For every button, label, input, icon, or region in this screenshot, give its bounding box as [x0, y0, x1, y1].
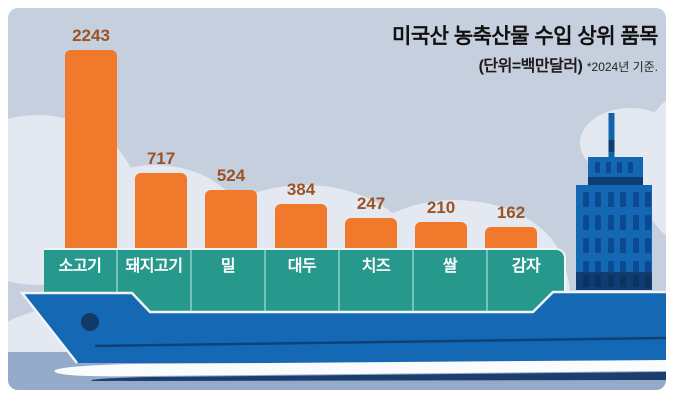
bar — [485, 227, 537, 248]
unit-label: (단위=백만달러) — [478, 58, 583, 76]
category-label: 치즈 — [361, 258, 391, 275]
chart-header: 미국산 농축산물 수입 상위 품목 (단위=백만달러) *2024년 기준. — [392, 24, 659, 76]
bar — [275, 204, 327, 248]
category-cell: 감자 — [488, 250, 564, 312]
bar-value-label: 2243 — [72, 26, 110, 45]
category-label: 돼지고기 — [125, 258, 183, 275]
category-label: 소고기 — [58, 258, 102, 275]
bar — [415, 222, 467, 248]
bar-value-label: 162 — [496, 203, 526, 222]
category-label: 밀 — [220, 258, 236, 275]
bar-group: 524 — [197, 166, 265, 248]
bar-group: 247 — [337, 194, 405, 248]
tower-windows-lower — [583, 275, 651, 287]
category-label: 대두 — [287, 258, 317, 275]
bar-group: 717 — [127, 149, 195, 248]
category-cell: 돼지고기 — [118, 250, 192, 312]
bar-value-label: 717 — [146, 149, 176, 168]
bar-value-label: 210 — [426, 198, 456, 217]
infographic-panel: 미국산 농축산물 수입 상위 품목 (단위=백만달러) *2024년 기준. 2… — [8, 8, 666, 390]
category-cell: 대두 — [266, 250, 340, 312]
category-label: 쌀 — [442, 258, 458, 275]
category-cell: 밀 — [192, 250, 266, 312]
bar — [205, 190, 257, 248]
bar-chart: 2243 717 524 384 247 210 162 — [8, 8, 666, 248]
category-cell: 치즈 — [340, 250, 414, 312]
category-label: 감자 — [511, 258, 541, 275]
ship-deck-category-band: 소고기 돼지고기 밀 대두 치즈 쌀 감자 — [44, 248, 566, 312]
bar-value-label: 524 — [216, 166, 246, 185]
water — [8, 352, 666, 390]
category-cell: 소고기 — [44, 250, 118, 312]
chart-subtitle: (단위=백만달러) *2024년 기준. — [392, 52, 658, 76]
basis-note: *2024년 기준. — [586, 60, 658, 75]
bar-group: 384 — [267, 180, 335, 248]
tower-bottom-strip — [576, 272, 652, 290]
bar — [135, 173, 187, 248]
category-cell: 쌀 — [414, 250, 488, 312]
bar-group: 162 — [477, 203, 545, 248]
bar-group: 2243 — [57, 26, 125, 248]
bar — [65, 50, 117, 248]
bar-value-label: 247 — [356, 194, 386, 213]
chart-title: 미국산 농축산물 수입 상위 품목 — [392, 25, 659, 48]
bar — [345, 218, 397, 248]
bar-value-label: 384 — [286, 180, 316, 199]
bar-group: 210 — [407, 198, 475, 248]
